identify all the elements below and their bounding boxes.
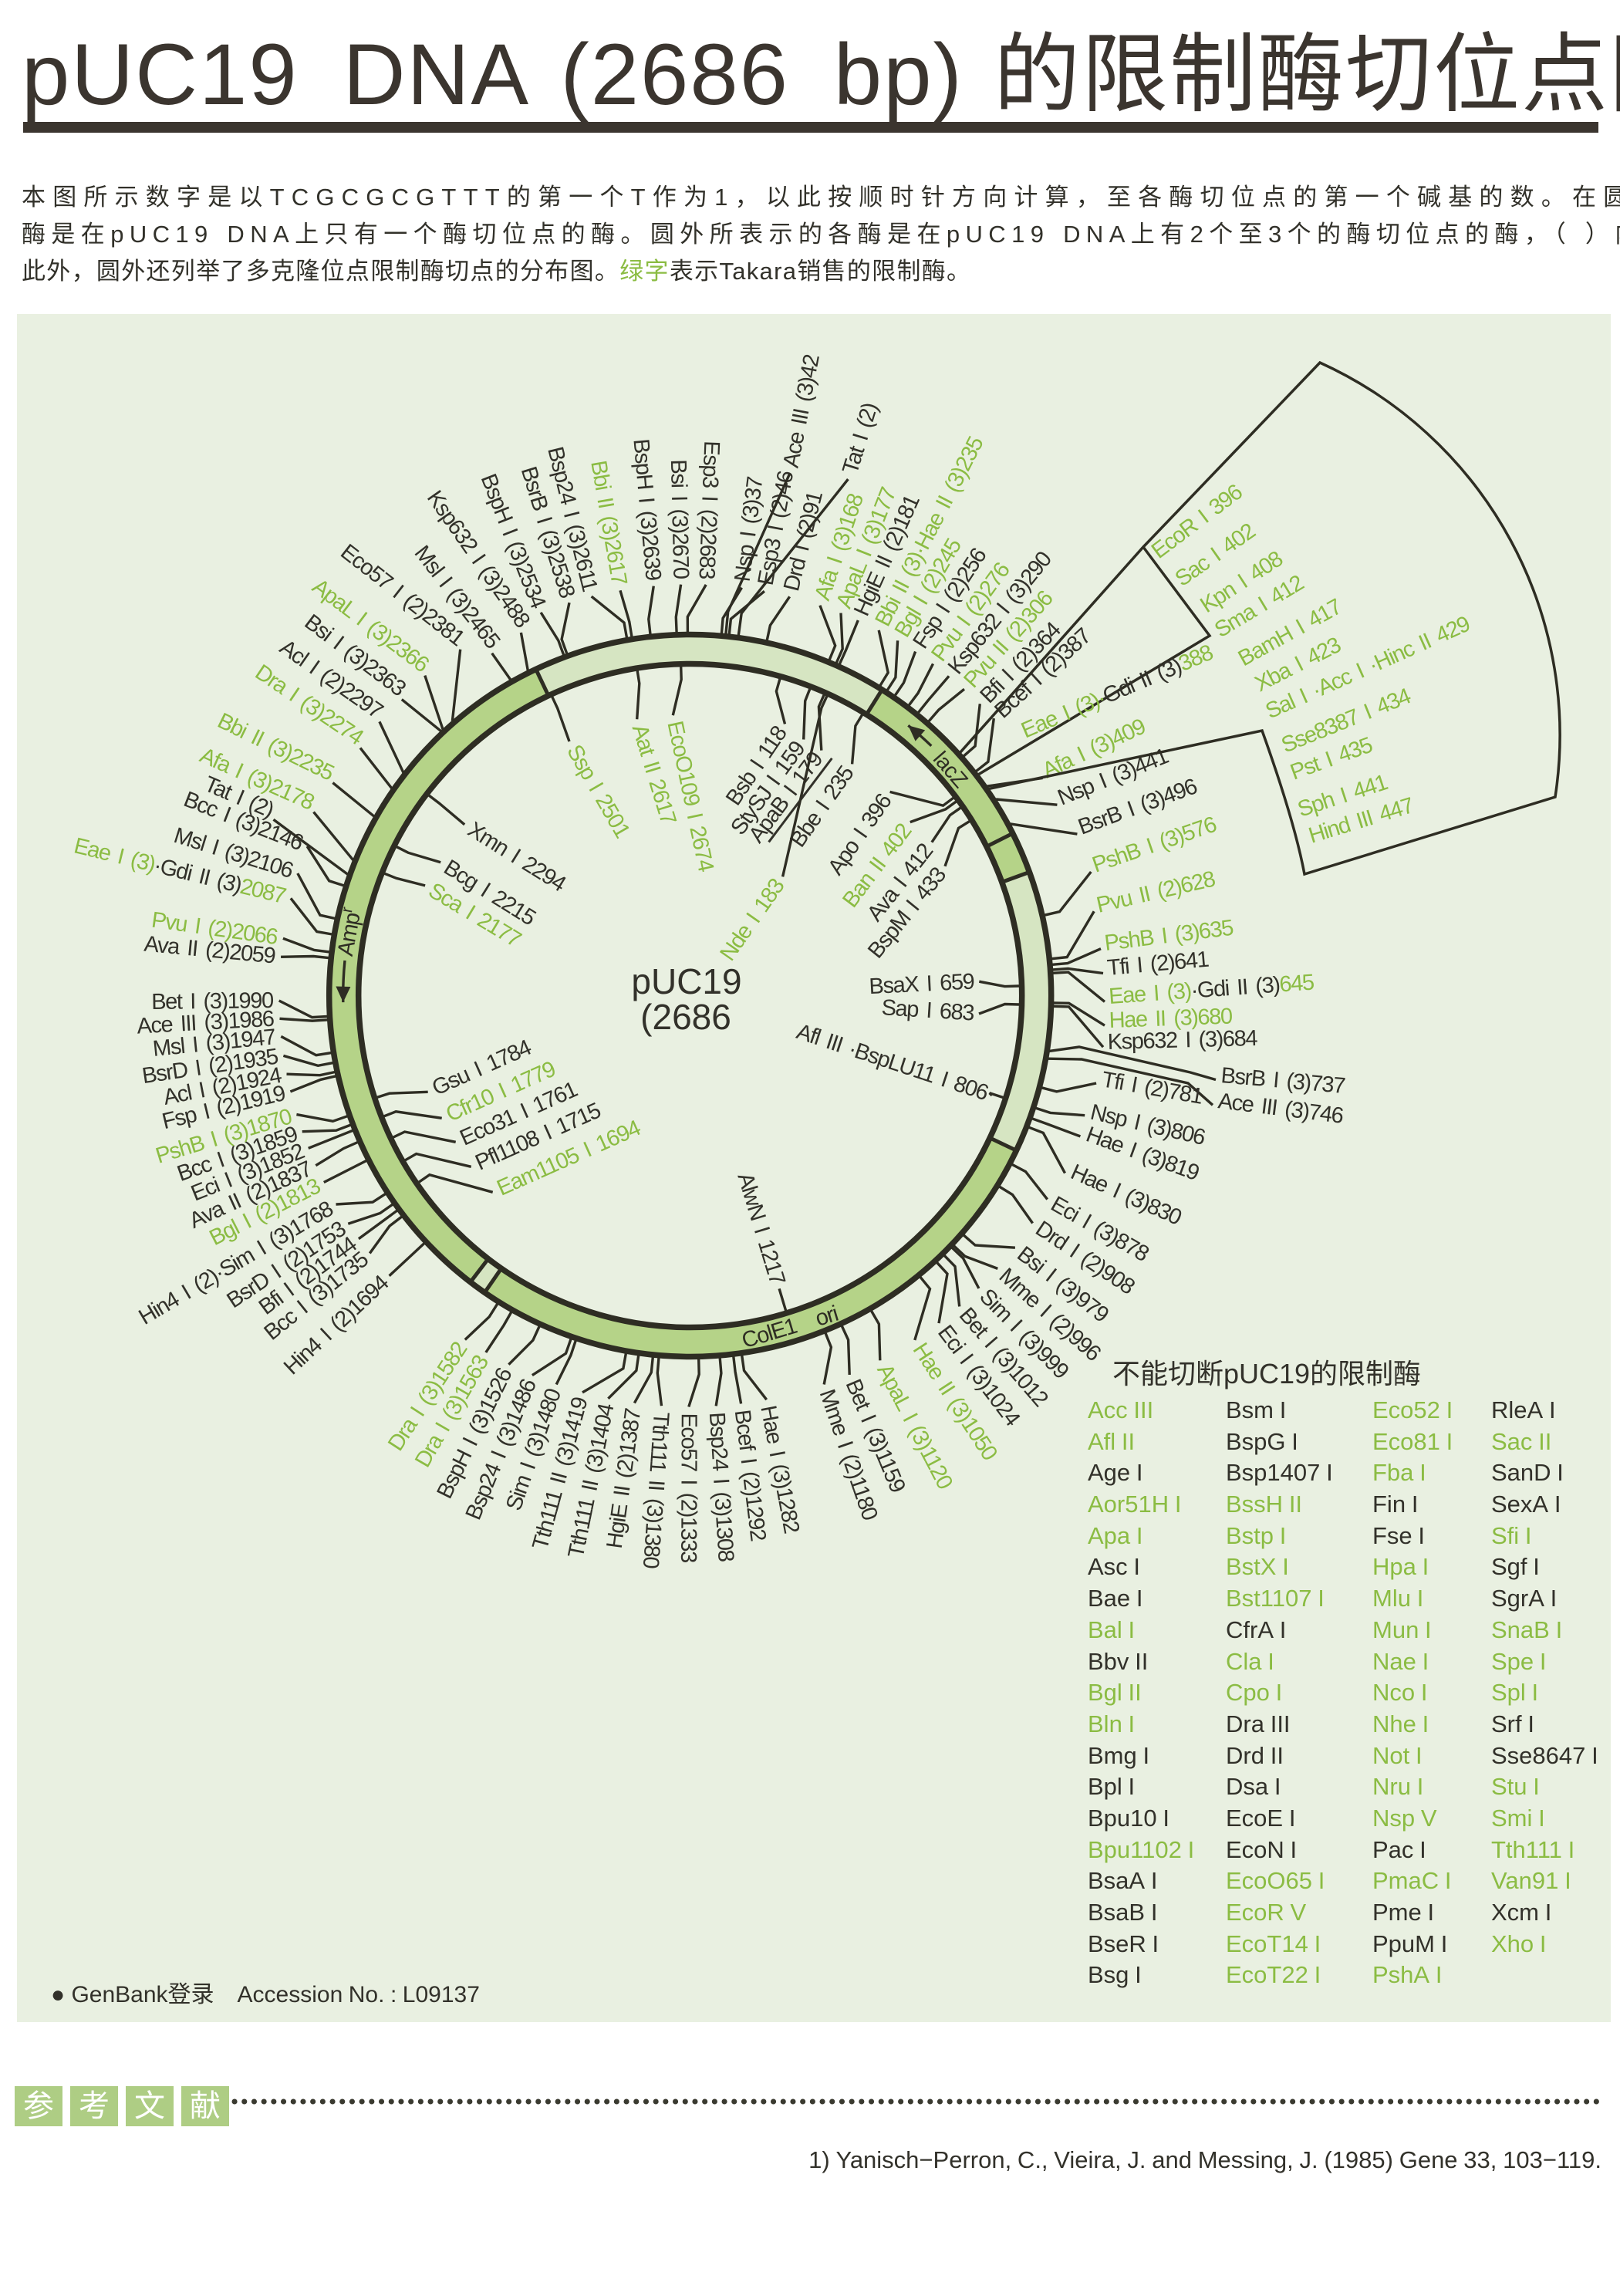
svg-text:Esp3 I (2)2683: Esp3 I (2)2683	[694, 441, 724, 579]
svg-text:Afl III ·BspLU11 I 806: Afl III ·BspLU11 I 806	[794, 1019, 991, 1106]
svg-text:BspH I (3)2639: BspH I (3)2639	[628, 437, 665, 581]
svg-text:Nde I 183: Nde I 183	[715, 875, 789, 966]
svg-text:AlwN I 1217: AlwN I 1217	[732, 1170, 789, 1288]
svg-text:Bet I (3)1990: Bet I (3)1990	[151, 988, 273, 1015]
svg-text:Sap I 683: Sap I 683	[881, 995, 975, 1025]
svg-text:Tth111 II (3)1380: Tth111 II (3)1380	[638, 1411, 673, 1568]
svg-text:Pvu II (2)628: Pvu II (2)628	[1094, 867, 1217, 918]
svg-text:Ksp632 I (3)684: Ksp632 I (3)684	[1107, 1026, 1257, 1055]
svg-text:Bsi I (3)2670: Bsi I (3)2670	[666, 459, 693, 579]
svg-text:Ssp I 2501: Ssp I 2501	[562, 741, 634, 842]
svg-text:Ace III (3)42: Ace III (3)42	[779, 353, 825, 469]
svg-text:BsaX I 659: BsaX I 659	[869, 970, 975, 1000]
svg-text:Eco57 I (2)1333: Eco57 I (2)1333	[676, 1413, 701, 1562]
svg-text:pUC19: pUC19	[631, 961, 741, 1001]
svg-text:Hae II (3)680: Hae II (3)680	[1109, 1004, 1232, 1033]
svg-text:(2686: (2686	[640, 997, 731, 1037]
svg-text:Tat I (2): Tat I (2)	[838, 400, 883, 477]
svg-text:Tfi I (2)781: Tfi I (2)781	[1100, 1067, 1204, 1109]
